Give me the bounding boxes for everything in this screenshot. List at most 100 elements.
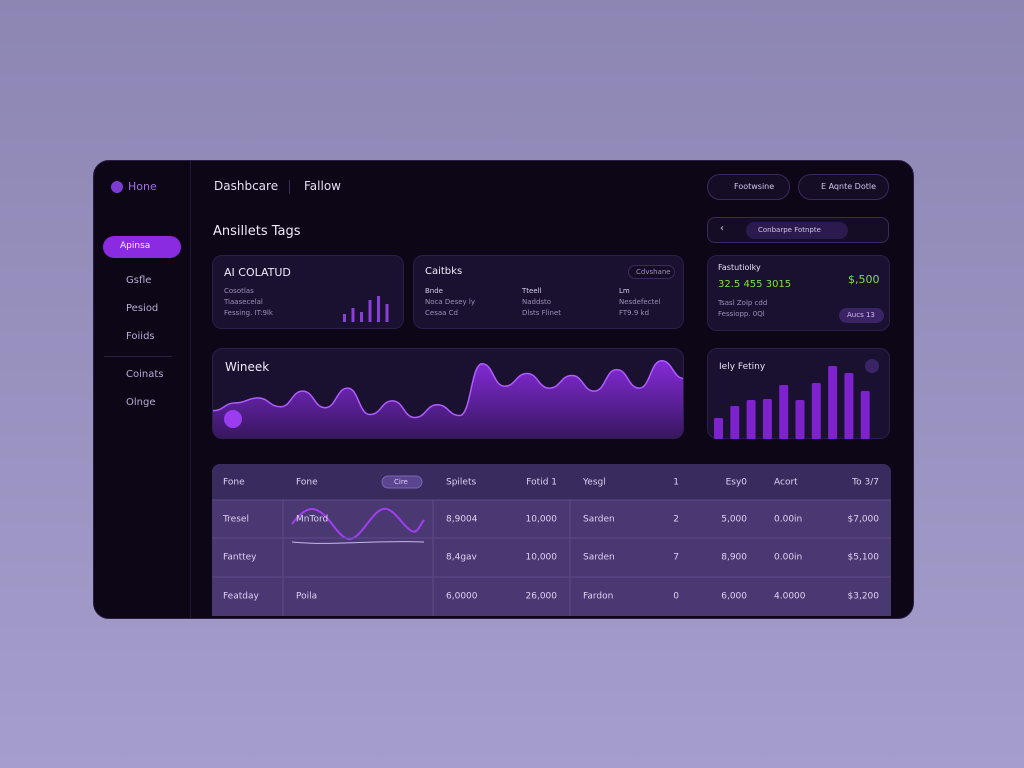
chart-card: Iely Fetiny [707, 348, 890, 439]
cell: 10,000 [526, 553, 558, 563]
filter-pill [381, 475, 423, 489]
cell: 10,000 [526, 515, 558, 525]
nav-item[interactable]: Gsfle [126, 275, 152, 286]
card: Fastutiolky 32.5 455 3015 $,500 Tsasl Zo… [707, 255, 890, 331]
header-cell: Yesgl [582, 478, 606, 488]
filter-label: Cire [394, 478, 408, 486]
chart-title: Iely Fetiny [719, 362, 766, 372]
cell: MnTord [296, 515, 328, 525]
card-line: Tsasl Zolp cdd [718, 299, 768, 307]
card: Caitbks Cdvshane Bnde Noca Desey ly Cesaa … [413, 255, 684, 329]
cell: 6,0000 [446, 592, 478, 602]
card-title: AI COLATUD [224, 266, 291, 279]
cell: Sarden [583, 515, 615, 525]
bar-chart [714, 366, 870, 439]
back-icon[interactable]: ‹ [720, 223, 724, 234]
button[interactable]: E Aqnte Dotle [798, 174, 889, 200]
bar [811, 383, 821, 439]
cell: 0 [673, 592, 679, 602]
badge-label: Aucs 13 [847, 311, 875, 319]
card-side-value: $,500 [848, 273, 880, 286]
header-cell: 1 [673, 478, 679, 488]
card-title: Caitbks [425, 266, 463, 277]
card-line: Fessing. IT:9lk [224, 309, 273, 317]
cell: Fanttey [223, 553, 257, 563]
card-line: Naddsto [522, 298, 552, 306]
cell: 7 [673, 553, 679, 563]
bar [844, 373, 854, 439]
card-line: Fessiopp. 0Ql [718, 310, 765, 318]
bar [385, 304, 389, 322]
cell: $3,200 [848, 592, 880, 602]
sparkline [291, 507, 425, 540]
card-line: Tteell [522, 287, 542, 295]
app-window: Hone Apinsa Gsfle Pesiod Foiids Coinats Olnge… [93, 160, 914, 619]
table: Fone Fone Spilets Fotid 1 Yesgl 1 Esy0 Acort To … [212, 464, 891, 616]
nav-active[interactable] [103, 236, 181, 258]
cell: 8,4gav [446, 553, 478, 563]
badge[interactable]: Aucs 13 [839, 308, 884, 323]
bar [343, 314, 346, 322]
table-grid: Fone Fone Spilets Fotid 1 Yesgl 1 Esy0 Acort To … [212, 475, 891, 616]
bar [828, 366, 838, 439]
header-cell: Fone [296, 478, 318, 488]
header-cell: To 3/7 [851, 478, 879, 488]
nav-item[interactable]: Olnge [126, 397, 156, 408]
card-line: Bnde [425, 287, 443, 295]
tab[interactable]: Fallow [304, 179, 341, 193]
bar [860, 391, 870, 439]
header-cell: Acort [774, 478, 798, 488]
chart-menu[interactable] [865, 359, 879, 373]
cell: 5,000 [721, 515, 747, 525]
bar [795, 400, 805, 439]
sparkline [291, 541, 425, 544]
segment-active[interactable]: Conbarpe Fotnpte [746, 222, 848, 239]
sidebar: Hone Apinsa Gsfle Pesiod Foiids Coinats Olnge [94, 161, 191, 618]
button-label: Footwsine [734, 182, 775, 191]
cell: 0.00in [774, 553, 802, 563]
cell: Fardon [583, 592, 613, 602]
bar [351, 308, 355, 322]
chart-card: Wineek [212, 348, 684, 439]
card-line: Dlsts Flinet [522, 309, 562, 317]
card-line: Noca Desey ly [425, 298, 475, 306]
header-cell: Fone [223, 478, 245, 488]
tab[interactable]: Dashbcare [214, 179, 279, 193]
cell: 8,9004 [446, 515, 478, 525]
cell: 26,000 [526, 592, 558, 602]
card-line: Cesaa Cd [425, 309, 458, 317]
bar [714, 418, 723, 439]
segment-label: Conbarpe Fotnpte [758, 226, 821, 234]
table-header [212, 464, 891, 500]
cell: Featday [223, 592, 259, 602]
card-title: Fastutiolky [718, 263, 761, 272]
bar [762, 399, 772, 439]
bar [360, 312, 363, 322]
section-title: Ansillets Tags [213, 224, 301, 239]
logo-icon [111, 181, 123, 193]
card: AI COLATUD Cosotlas Tiaasecelal Fessing.… [212, 255, 404, 329]
badge[interactable]: Cdvshane [628, 265, 675, 279]
area-chart [213, 360, 683, 438]
bar [730, 406, 740, 439]
header-cell: Spilets [446, 478, 476, 488]
cell: Tresel [222, 515, 249, 525]
header-cell: Fotid 1 [526, 478, 557, 488]
nav-item[interactable]: Apinsa [120, 241, 151, 251]
nav-item[interactable]: Pesiod [126, 303, 159, 314]
cell: Sarden [583, 553, 615, 563]
button[interactable]: Footwsine [707, 174, 790, 200]
nav-item[interactable]: Foiids [126, 331, 155, 342]
card-line: Nesdefectel [619, 298, 661, 306]
cell: Poila [296, 592, 317, 602]
card-line: FT9.9 kd [619, 309, 650, 317]
play-button[interactable] [224, 410, 242, 428]
bar [746, 400, 756, 439]
bar [377, 296, 380, 322]
cell: 2 [673, 515, 679, 525]
header-cell: Esy0 [726, 478, 748, 488]
separator [289, 180, 290, 194]
nav-item[interactable]: Coinats [126, 369, 164, 380]
cell: $5,100 [848, 553, 880, 563]
